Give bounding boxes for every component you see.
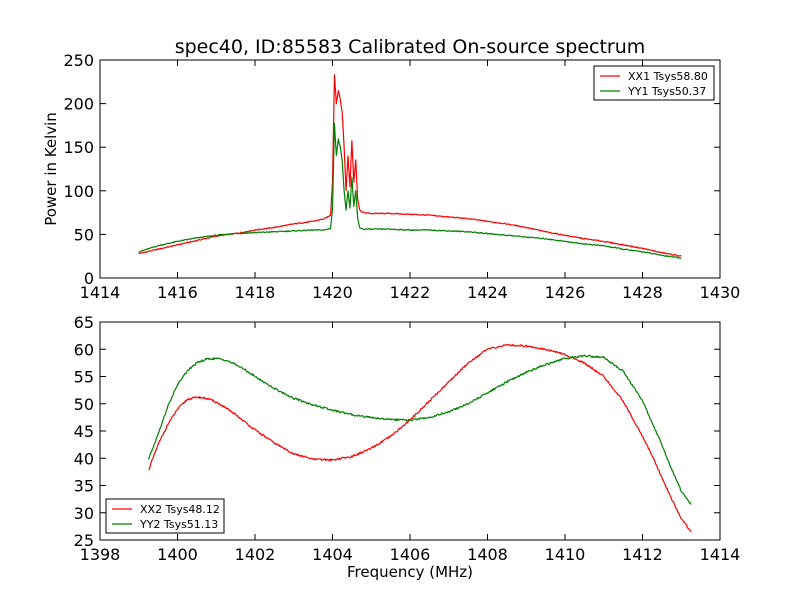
panel1-ytick-label: 200 bbox=[63, 95, 94, 114]
panel1-series-group bbox=[138, 74, 682, 259]
panel1-ylabel: Power in Kelvin bbox=[42, 112, 60, 226]
panel1-xtick-label: 1426 bbox=[545, 283, 586, 302]
panel2-legend-label-1: XX2 Tsys48.12 bbox=[140, 503, 220, 516]
panel2-xtick-label: 1402 bbox=[235, 545, 276, 564]
panel2-xtick-label: 1406 bbox=[390, 545, 431, 564]
panel1-xtick-label: 1414 bbox=[80, 283, 121, 302]
panel1-legend-box bbox=[593, 65, 715, 101]
panel2-xlabel: Frequency (MHz) bbox=[347, 563, 473, 581]
panel1-xtick-label: 1430 bbox=[700, 283, 741, 302]
panel2-ytick-label: 60 bbox=[74, 340, 94, 359]
panel1-series-line-2 bbox=[138, 122, 682, 259]
panel1-ytick-label: 0 bbox=[84, 269, 94, 288]
panel1-ytick-label: 250 bbox=[63, 51, 94, 70]
panel2-series-group bbox=[147, 343, 692, 533]
panel2-xtick-label: 1410 bbox=[545, 545, 586, 564]
panel1-xtick-label: 1420 bbox=[312, 283, 353, 302]
panel2-legend-label-2: YY2 Tsys51.13 bbox=[139, 518, 218, 531]
panel2-series-line-2 bbox=[147, 354, 692, 505]
panel1-xtick-label: 1422 bbox=[390, 283, 431, 302]
chart-title: spec40, ID:85583 Calibrated On-source sp… bbox=[175, 36, 646, 58]
panel1-xtick-label: 1424 bbox=[467, 283, 508, 302]
panel2-xtick-label: 1414 bbox=[700, 545, 741, 564]
panel2-ytick-label: 25 bbox=[74, 531, 94, 550]
panel2-xtick-label: 1408 bbox=[467, 545, 508, 564]
panel1-xtick-label: 1418 bbox=[235, 283, 276, 302]
panel1-legend-label-2: YY1 Tsys50.37 bbox=[627, 85, 706, 98]
panel2-ytick-label: 45 bbox=[74, 422, 94, 441]
panel2-xtick-label: 1404 bbox=[312, 545, 353, 564]
panel2-ytick-label: 65 bbox=[74, 313, 94, 332]
panel1-legend-label-1: XX1 Tsys58.80 bbox=[628, 70, 708, 83]
panel1-ytick-label: 50 bbox=[74, 225, 94, 244]
panel1-legend: XX1 Tsys58.80 YY1 Tsys50.37 bbox=[593, 65, 715, 101]
panel2: 1398 1400 1402 1404 1406 1408 1410 1412 1414 25 30… bbox=[74, 313, 741, 581]
panel2-legend: XX2 Tsys48.12 YY2 Tsys51.13 bbox=[105, 498, 225, 534]
panel2-xtick-label: 1400 bbox=[157, 545, 198, 564]
panel2-series-line-1 bbox=[148, 343, 692, 533]
panel1-xtick-label: 1416 bbox=[157, 283, 198, 302]
panel2-legend-box bbox=[105, 498, 225, 534]
panel2-ytick-label: 50 bbox=[74, 395, 94, 414]
panel2-xtick-label: 1398 bbox=[80, 545, 121, 564]
panel1-series-line-1 bbox=[138, 74, 682, 257]
panel2-ytick-label: 55 bbox=[74, 368, 94, 387]
panel1-ytick-label: 100 bbox=[63, 182, 94, 201]
panel2-ytick-label: 35 bbox=[74, 477, 94, 496]
panel1-ytick-label: 150 bbox=[63, 138, 94, 157]
panel1-xtick-label: 1428 bbox=[622, 283, 663, 302]
panel2-ytick-label: 40 bbox=[74, 449, 94, 468]
panel1: 1414 1416 1418 1420 1422 1424 1426 1428 1430 0 50 1… bbox=[42, 51, 740, 302]
panel2-ytick-label: 30 bbox=[74, 504, 94, 523]
panel2-xtick-label: 1412 bbox=[622, 545, 663, 564]
